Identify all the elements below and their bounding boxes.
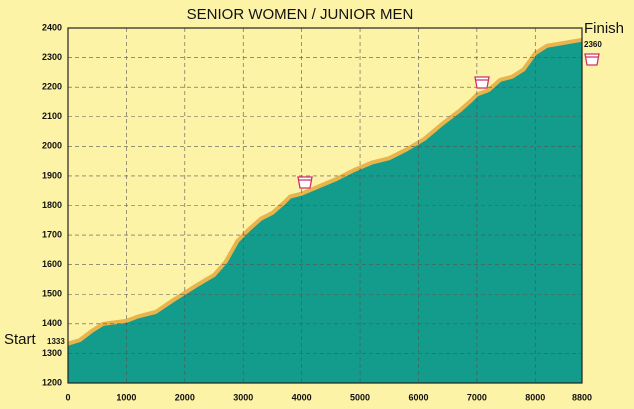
y-tick-label: 1800 — [42, 200, 62, 210]
cup-icon — [474, 76, 490, 89]
y-tick-label: 2100 — [42, 111, 62, 121]
y-tick-label: 2400 — [42, 22, 62, 32]
x-tick-label: 4000 — [292, 392, 312, 402]
elevation-area — [68, 39, 582, 383]
y-tick-label: 1900 — [42, 170, 62, 180]
y-tick-label: 1200 — [42, 377, 62, 387]
x-tick-label: 8800 — [572, 392, 592, 402]
x-tick-label: 2000 — [175, 392, 195, 402]
y-tick-label: 2200 — [42, 82, 62, 92]
x-tick-label: 3000 — [233, 392, 253, 402]
finish-label: Finish — [584, 20, 624, 37]
x-tick-label: 8000 — [525, 392, 545, 402]
cup-icon — [297, 176, 313, 189]
y-tick-label: 1700 — [42, 229, 62, 239]
feed-stations — [297, 53, 600, 189]
x-tick-label: 5000 — [350, 392, 370, 402]
cup-icon — [584, 53, 600, 66]
start-value: 1333 — [47, 337, 65, 346]
x-tick-label: 1000 — [116, 392, 136, 402]
x-tick-label: 7000 — [467, 392, 487, 402]
start-label: Start — [4, 331, 37, 348]
y-tick-label: 2000 — [42, 141, 62, 151]
y-tick-label: 2300 — [42, 52, 62, 62]
x-tick-label: 6000 — [408, 392, 428, 402]
y-tick-label: 1400 — [42, 318, 62, 328]
y-tick-label: 1600 — [42, 259, 62, 269]
finish-value: 2360 — [584, 40, 602, 49]
chart-title: SENIOR WOMEN / JUNIOR MEN — [187, 6, 414, 23]
plot: 1200 1300 1400 1500 1600 1700 1800 1900 2000 2100… — [42, 22, 592, 402]
y-tick-label: 1300 — [42, 348, 62, 358]
elevation-line — [67, 37, 583, 346]
plot-border — [67, 27, 583, 384]
y-tick-label: 1500 — [42, 289, 62, 299]
x-tick-label: 0 — [65, 392, 70, 402]
